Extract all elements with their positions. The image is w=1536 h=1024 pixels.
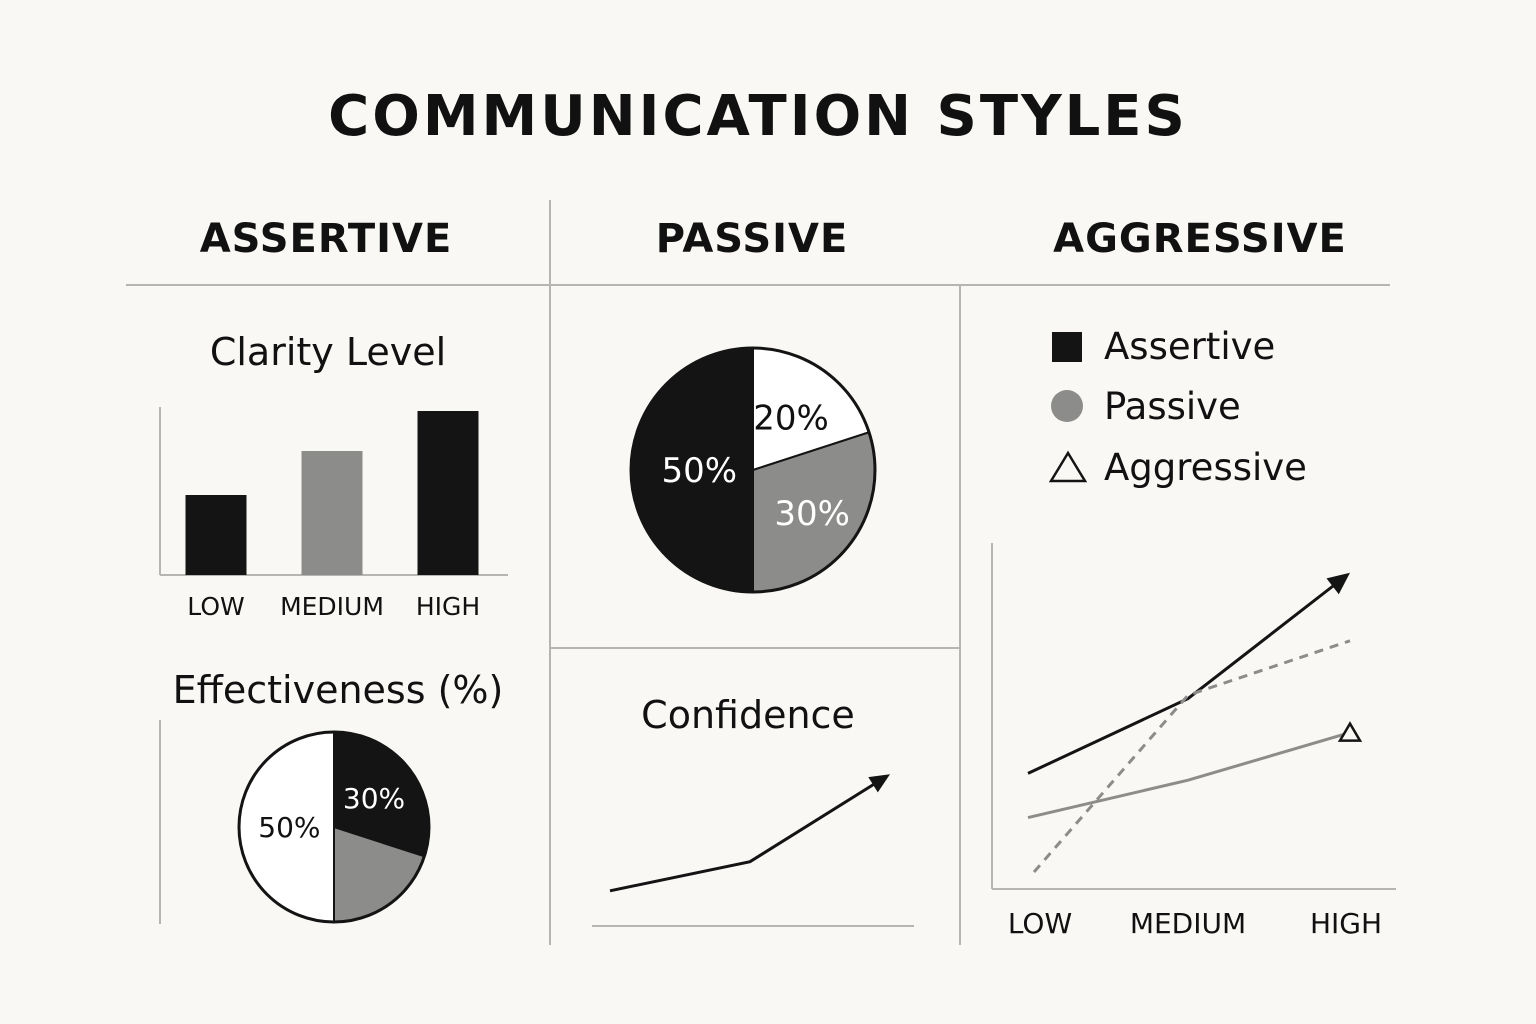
clarity-chart: Clarity Level LOW MEDIUM HIGH — [159, 330, 508, 621]
legend-swatch-passive — [1051, 390, 1083, 422]
effectiveness-pie-slice-label: 50% — [258, 811, 320, 844]
grid-rules — [126, 200, 1390, 945]
clarity-chart-title: Clarity Level — [210, 330, 446, 374]
effectiveness-pie-slice-label: 30% — [343, 782, 405, 815]
passive-pie-slice-label: 30% — [774, 494, 850, 534]
legend-swatch-assertive — [1052, 332, 1082, 362]
confidence-arrowhead — [868, 774, 890, 793]
clarity-bar-low — [185, 495, 247, 575]
aggressive-tick-label: LOW — [1008, 907, 1072, 940]
series-marker-aggressive — [1337, 721, 1363, 742]
legend: Assertive Passive Aggressive — [1048, 325, 1307, 489]
clarity-tick-label: LOW — [187, 592, 244, 621]
effectiveness-pie-outline — [237, 730, 431, 924]
passive-pie-slice-label: 20% — [753, 399, 829, 439]
confidence-line — [609, 780, 879, 893]
effectiveness-chart: Effectiveness (%) 30% 50% — [159, 668, 504, 924]
legend-swatch-aggressive — [1048, 450, 1088, 483]
clarity-tick-label: HIGH — [416, 592, 480, 621]
column-heading-assertive: ASSERTIVE — [200, 216, 453, 262]
column-heading-passive: PASSIVE — [656, 216, 849, 262]
clarity-tick-label: MEDIUM — [280, 592, 384, 621]
column-heading-aggressive: AGGRESSIVE — [1053, 216, 1347, 262]
legend-label-assertive: Assertive — [1104, 325, 1275, 368]
confidence-chart-title: Confidence — [641, 693, 855, 737]
aggressive-chart: Assertive Passive Aggressive LOW MEDIUM HI… — [991, 325, 1396, 940]
confidence-chart: Confidence — [592, 693, 914, 927]
series-line-assertive — [1027, 580, 1340, 775]
legend-label-aggressive: Aggressive — [1104, 446, 1307, 489]
aggressive-tick-label: HIGH — [1310, 907, 1382, 940]
page-title: COMMUNICATION STYLES — [328, 84, 1188, 149]
passive-pie-chart: 20% 30% 50% — [629, 346, 877, 594]
effectiveness-chart-title: Effectiveness (%) — [173, 668, 504, 712]
series-line-passive — [1032, 639, 1351, 873]
passive-pie-slice-label: 50% — [662, 451, 738, 491]
legend-label-passive: Passive — [1104, 385, 1241, 428]
clarity-bar-high — [417, 411, 479, 575]
series-line-aggressive — [1027, 731, 1351, 820]
passive-pie-outline — [629, 346, 877, 594]
clarity-bar-medium — [301, 451, 363, 575]
aggressive-tick-label: MEDIUM — [1130, 907, 1246, 940]
